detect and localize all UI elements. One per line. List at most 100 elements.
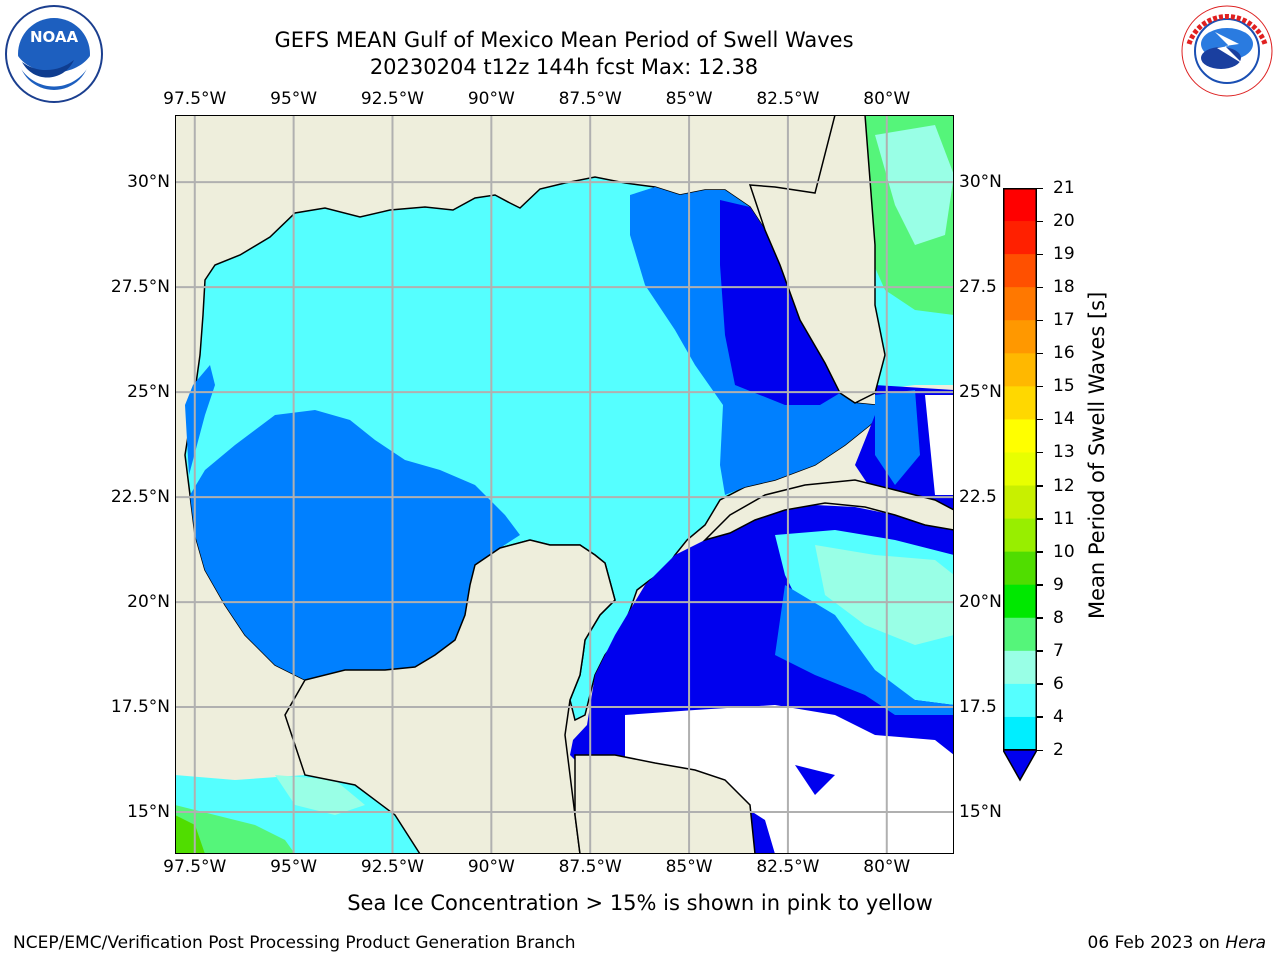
colorbar-tick-mark <box>1037 617 1043 619</box>
colorbar-tick-mark <box>1037 187 1043 189</box>
colorbar-band <box>1003 320 1037 354</box>
colorbar-tick-mark <box>1037 352 1043 355</box>
colorbar-tick-label: 18 <box>1053 277 1075 298</box>
lon-tick-label-top: 97.5°W <box>163 89 227 109</box>
colorbar-tick-mark <box>1037 683 1043 685</box>
lon-tick-label-top: 80°W <box>863 89 911 109</box>
lon-tick-label-bot: 95°W <box>270 857 318 877</box>
no-data-zone <box>625 705 954 854</box>
colorbar-tick-mark <box>1037 286 1043 289</box>
colorbar-band <box>1003 716 1037 751</box>
colorbar-tick-mark <box>1037 220 1043 223</box>
colorbar-tick-label: 19 <box>1053 244 1075 265</box>
colorbar-tick-mark <box>1037 319 1043 322</box>
chart-subtitle: 20230204 t12z 144h fcst Max: 12.38 <box>369 55 759 79</box>
lon-tick-label-bot: 90°W <box>467 857 515 877</box>
colorbar-tick-mark <box>1037 584 1043 586</box>
colorbar-band <box>1003 452 1037 487</box>
colorbar-tick-mark <box>1037 485 1043 487</box>
colorbar-tick-label: 15 <box>1053 376 1075 397</box>
colorbar-tick-label: 8 <box>1053 607 1064 628</box>
lon-tick-label-bot: 82.5°W <box>756 857 820 877</box>
colorbar-frame <box>1003 188 1037 751</box>
colorbar-tick-label: 13 <box>1053 442 1075 463</box>
colorbar-tick-label: 12 <box>1053 475 1075 496</box>
florida-land <box>748 115 886 404</box>
colorbar-band <box>1003 221 1037 255</box>
lat-tick-label-left: 15°N <box>127 802 170 822</box>
colorbar-band <box>1003 254 1037 288</box>
yucatan-land <box>284 539 616 854</box>
nws-logo-icon <box>1181 5 1273 97</box>
colorbar-band <box>1003 287 1037 321</box>
colorbar-band <box>1003 188 1037 222</box>
colorbar <box>1003 188 1037 782</box>
honduras-land <box>574 754 756 854</box>
colorbar-tick-label: 20 <box>1053 211 1075 232</box>
colorbar-tick-mark <box>1037 518 1043 520</box>
lat-tick-label-right: 25°N <box>959 382 1002 403</box>
colorbar-band <box>1003 485 1037 520</box>
map-plot <box>175 115 954 854</box>
colorbar-band <box>1003 617 1037 652</box>
lat-tick-label-left: 27.5°N <box>110 277 170 298</box>
lat-tick-label-right: 20°N <box>959 592 1002 613</box>
map-grid <box>175 115 954 854</box>
lon-tick-label-bot: 92.5°W <box>360 857 425 877</box>
colorbar-band <box>1003 353 1037 387</box>
footer-machine: Hera <box>1225 933 1266 953</box>
chart-title: GEFS MEAN Gulf of Mexico Mean Period of … <box>274 28 854 52</box>
colorbar-tick-label: 21 <box>1053 178 1075 198</box>
lat-tick-label-right: 15°N <box>959 802 1002 822</box>
sea-ice-note: Sea Ice Concentration > 15% is shown in … <box>347 891 933 915</box>
lat-tick-label-right: 30°N <box>959 172 1002 193</box>
lon-tick-label-bot: 87.5°W <box>558 857 622 877</box>
colorbar-tick-label: 17 <box>1053 310 1075 331</box>
lon-tick-label-top: 90°W <box>467 89 515 109</box>
colorbar-tick-mark <box>1037 749 1043 751</box>
colorbar-tick-label: 6 <box>1053 673 1064 694</box>
noaa-logo-icon: NOAA <box>5 5 103 103</box>
colorbar-band <box>1003 683 1037 718</box>
colorbar-tick-mark <box>1037 551 1043 553</box>
colorbar-tick-label: 14 <box>1053 409 1075 430</box>
colorbar-band <box>1003 551 1037 586</box>
lon-tick-label-top: 82.5°W <box>756 89 820 109</box>
colorbar-band <box>1003 650 1037 685</box>
lon-tick-label-top: 85°W <box>665 89 713 109</box>
footer-date: 06 Feb 2023 on Hera <box>1087 933 1266 953</box>
colorbar-tick-mark <box>1037 650 1043 652</box>
colorbar-tick-label: 9 <box>1053 574 1064 595</box>
lat-tick-label-left: 20°N <box>127 592 170 613</box>
colorbar-tick-mark <box>1037 418 1043 421</box>
lon-tick-label-bot: 97.5°W <box>163 857 227 877</box>
colorbar-tick-mark <box>1037 385 1043 388</box>
colorbar-tick-label: 11 <box>1053 508 1075 529</box>
cuba-land <box>702 479 954 542</box>
colorbar-band <box>1003 419 1037 453</box>
lon-tick-label-bot: 85°W <box>665 857 713 877</box>
lat-tick-label-right: 22.5 <box>959 487 997 508</box>
footer-branch: NCEP/EMC/Verification Post Processing Pr… <box>13 933 576 953</box>
lon-tick-label-top: 95°W <box>270 89 318 109</box>
colorbar-band <box>1003 584 1037 619</box>
colorbar-label: Mean Period of Swell Waves [s] <box>1085 291 1109 619</box>
colorbar-tick-label: 10 <box>1053 541 1075 562</box>
colorbar-tick-label: 4 <box>1053 706 1064 727</box>
colorbar-tick-label: 16 <box>1053 343 1075 364</box>
colorbar-tick-label: 2 <box>1053 740 1064 760</box>
campeche-swell-zone <box>190 410 520 680</box>
noaa-logo-text: NOAA <box>30 28 79 46</box>
lat-tick-label-right: 17.5 <box>959 697 997 718</box>
lon-tick-label-top: 87.5°W <box>558 89 622 109</box>
colorbar-tick-mark <box>1037 253 1043 256</box>
lon-tick-label-top: 92.5°W <box>360 89 425 109</box>
colorbar-band <box>1003 518 1037 553</box>
lat-tick-label-left: 30°N <box>127 172 170 193</box>
lon-tick-label-bot: 80°W <box>863 857 911 877</box>
colorbar-tick-mark <box>1037 451 1043 454</box>
west-florida-shelf-zone <box>720 200 840 405</box>
lat-tick-label-left: 22.5°N <box>110 487 170 508</box>
colorbar-band <box>1003 386 1037 420</box>
colorbar-tick-label: 7 <box>1053 640 1064 661</box>
